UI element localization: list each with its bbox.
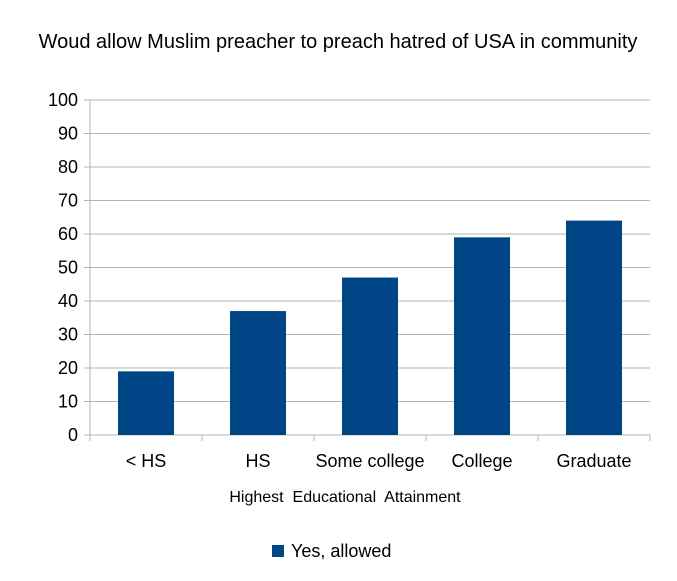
y-tick-label: 60: [58, 224, 78, 244]
y-tick-label: 80: [58, 157, 78, 177]
legend: Yes, allowed: [272, 541, 391, 561]
bar: [454, 237, 510, 435]
y-tick-label: 0: [68, 425, 78, 445]
x-tick-label: < HS: [126, 451, 167, 471]
y-tick-label: 30: [58, 325, 78, 345]
legend-swatch: [272, 545, 284, 557]
x-tick-label: Some college: [315, 451, 424, 471]
y-tick-label: 40: [58, 291, 78, 311]
x-tick-label: HS: [245, 451, 270, 471]
x-tick-label: Graduate: [556, 451, 631, 471]
x-tick-labels: < HS HS Some college College Graduate: [126, 451, 632, 471]
bar: [566, 220, 622, 435]
y-tick-label: 20: [58, 358, 78, 378]
x-axis-label: Highest Educational Attainment: [229, 489, 461, 506]
x-tick-label: College: [451, 451, 512, 471]
y-tick-label: 90: [58, 124, 78, 144]
y-tick-label: 10: [58, 392, 78, 412]
chart-title: Woud allow Muslim preacher to preach hat…: [39, 31, 638, 53]
legend-label: Yes, allowed: [291, 541, 391, 561]
y-tick-label: 100: [48, 90, 78, 110]
bars: [118, 220, 622, 435]
bar: [230, 311, 286, 435]
y-tick-label: 70: [58, 191, 78, 211]
bar: [118, 371, 174, 435]
y-tick-label: 50: [58, 258, 78, 278]
bar: [342, 277, 398, 435]
y-tick-labels: 0 10 20 30 40 50 60 70 80 90 100: [48, 90, 78, 445]
